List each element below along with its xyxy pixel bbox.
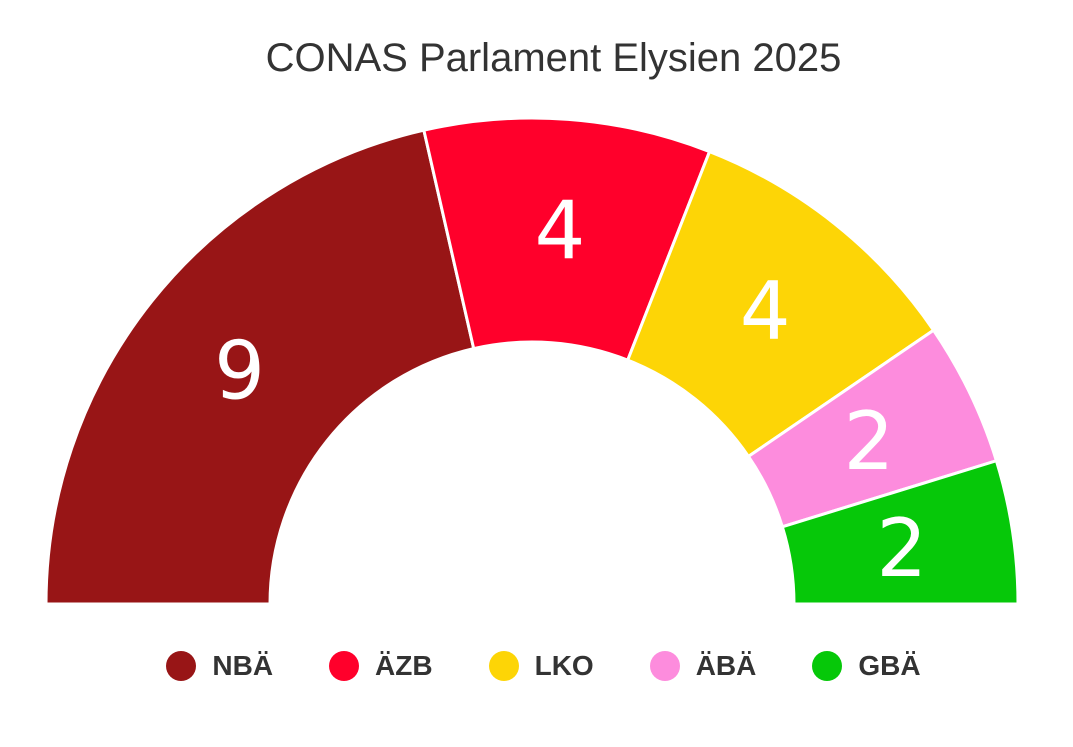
legend-swatch <box>488 651 519 681</box>
segment-label-2: 4 <box>534 185 585 278</box>
legend-label: GBÄ <box>858 650 921 681</box>
chart-title: CONAS Parlament Elysien 2025 <box>265 36 842 80</box>
segment-label-4: 2 <box>844 395 895 488</box>
legend-label: LKO <box>534 650 594 681</box>
legend-item-5: GBÄ <box>812 650 921 682</box>
segment-label-5: 2 <box>876 502 927 595</box>
legend-swatch <box>329 651 360 681</box>
legend-label: ÄZB <box>375 650 433 681</box>
legend-item-1: NBÄ <box>166 650 273 682</box>
segment-1 <box>44 128 476 606</box>
segment-5 <box>780 458 1020 606</box>
legend-label: NBÄ <box>212 650 274 681</box>
legend-label: ÄBÄ <box>695 650 757 681</box>
legend-swatch <box>812 651 843 681</box>
legend-item-3: LKO <box>488 650 594 682</box>
legend: NBÄ ÄZB LKO ÄBÄ GBÄ <box>0 650 1073 682</box>
legend-item-2: ÄZB <box>329 650 433 682</box>
segments-group <box>44 116 1020 606</box>
legend-swatch <box>166 651 197 681</box>
legend-swatch <box>649 651 680 681</box>
segment-label-3: 4 <box>740 265 791 358</box>
legend-item-4: ÄBÄ <box>649 650 757 682</box>
segment-label-1: 9 <box>214 324 265 417</box>
